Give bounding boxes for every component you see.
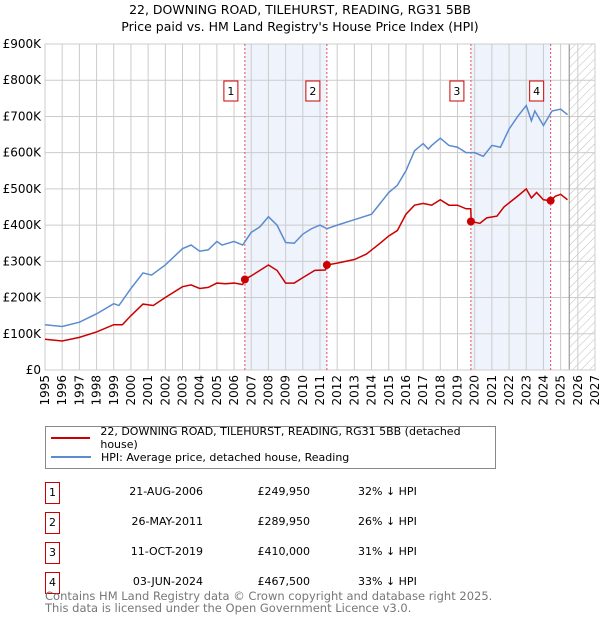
y-tick-label: £0 [26,363,41,377]
sale-point [240,275,249,284]
y-tick-label: £400K [3,218,43,232]
x-tick-label: 2016 [399,375,413,406]
x-tick-label: 2013 [347,375,361,406]
x-tick-label: 2007 [244,375,258,406]
x-tick-label: 2002 [158,375,172,406]
sale-label: 1 [227,85,234,98]
chart-subtitle: Price paid vs. HM Land Registry's House … [121,19,479,34]
x-tick-label: 1995 [38,375,52,406]
legend-item-property: 22, DOWNING ROAD, TILEHURST, READING, RG… [51,425,495,451]
sale-hpi-diff: 31% ↓ HPI [358,545,417,558]
y-tick-label: £300K [3,254,43,268]
sale-point [322,260,331,269]
sale-row: 2 26-MAY-2011 £289,950 26% ↓ HPI [45,512,445,534]
y-tick-label: £200K [3,291,43,305]
sale-date: 21-AUG-2006 [129,485,203,498]
sale-date: 11-OCT-2019 [130,545,203,558]
sale-row: 3 11-OCT-2019 £410,000 31% ↓ HPI [45,542,445,564]
y-tick-label: £600K [3,146,43,160]
x-tick-label: 2008 [261,375,275,406]
x-tick-label: 2027 [588,375,600,406]
sale-hpi-diff: 32% ↓ HPI [358,485,417,498]
footer-copyright: Contains HM Land Registry data © Crown c… [45,589,493,603]
property-price-line [44,187,568,342]
legend-swatch-blue [51,456,91,458]
sale-price: £249,950 [257,485,311,498]
x-tick-label: 2011 [313,375,327,406]
x-tick-label: 2023 [519,375,533,406]
x-tick-label: 1998 [90,375,104,406]
x-tick-label: 2018 [433,375,447,406]
sale-label-box [449,80,465,102]
x-tick-label: 2017 [416,375,430,406]
x-tick-label: 2009 [279,375,293,406]
x-tick-label: 2021 [485,375,499,406]
x-tick-label: 2022 [502,375,516,406]
x-tick-label: 1996 [55,375,69,406]
legend: 22, DOWNING ROAD, TILEHURST, READING, RG… [45,425,496,469]
sale-label-box [305,80,321,102]
legend-label: HPI: Average price, detached house, Read… [101,450,350,464]
sale-price: £410,000 [257,545,311,558]
legend-swatch-red [51,437,91,439]
x-tick-label: 2015 [382,375,396,406]
sale-price: £467,500 [257,575,311,588]
x-tick-label: 2003 [176,375,190,406]
sale-label: 4 [533,85,540,98]
sale-label: 2 [309,85,316,98]
price-chart: 1995 1996 1997 1998 1999 2000 2001 2002 2003 2004… [3,37,600,406]
sale-label-box [529,80,545,102]
plot-frame [44,43,596,371]
sale-point [466,217,475,226]
y-tick-label: £800K [3,73,43,87]
x-tick-label: 2019 [451,375,465,406]
chart-title: 22, DOWNING ROAD, TILEHURST, READING, RG… [129,2,471,17]
sale-label: 3 [453,85,460,98]
legend-label: 22, DOWNING ROAD, TILEHURST, READING, RG… [100,425,461,451]
x-tick-label: 1999 [107,375,121,406]
sale-number: 1 [45,482,60,504]
x-tick-label: 2000 [124,375,138,406]
legend-item-hpi: HPI: Average price, detached house, Read… [51,449,349,465]
y-tick-label: £700K [3,109,43,123]
x-tick-label: 2012 [330,375,344,406]
sale-price: £289,950 [257,515,311,528]
x-tick-label: 2006 [227,375,241,406]
footer-licence: This data is licensed under the Open Gov… [45,601,412,615]
forecast-hatch [569,44,595,370]
y-tick-label: £900K [3,37,43,51]
x-tick-label: 2026 [571,375,585,406]
x-tick-label: 2010 [296,375,310,406]
sale-point [546,196,555,205]
sale-date: 26-MAY-2011 [131,515,203,528]
y-tick-label: £100K [3,327,43,341]
x-tick-label: 2001 [141,375,155,406]
x-tick-label: 2004 [193,375,207,406]
sale-row: 1 21-AUG-2006 £249,950 32% ↓ HPI [45,482,445,504]
x-tick-label: 2024 [536,375,550,406]
sale-number: 3 [45,542,60,564]
sale-date: 03-JUN-2024 [132,575,203,588]
sale-hpi-diff: 26% ↓ HPI [358,515,417,528]
hpi-line [44,104,568,328]
y-tick-label: £500K [3,182,43,196]
x-tick-label: 2025 [554,375,568,406]
sale-row: 4 03-JUN-2024 £467,500 33% ↓ HPI [45,572,445,594]
sale-number: 2 [45,512,60,534]
sale-label-box [223,80,239,102]
x-tick-label: 2005 [210,375,224,406]
x-tick-label: 2014 [365,375,379,406]
sale-hpi-diff: 33% ↓ HPI [358,575,417,588]
x-tick-label: 2020 [468,375,482,406]
sale-number: 4 [45,572,60,594]
x-tick-label: 1997 [72,375,86,406]
